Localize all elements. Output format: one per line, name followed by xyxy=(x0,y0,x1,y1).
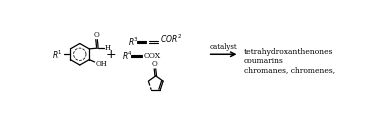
Text: +: + xyxy=(105,48,116,60)
Text: catalyst: catalyst xyxy=(210,43,237,51)
Text: $R^4$: $R^4$ xyxy=(122,49,133,62)
Text: H: H xyxy=(105,44,111,52)
Text: OH: OH xyxy=(95,59,107,67)
Text: chromanes, chromenes,: chromanes, chromenes, xyxy=(244,65,335,73)
Text: coumarins: coumarins xyxy=(244,56,284,64)
Text: $R^1$: $R^1$ xyxy=(52,48,63,60)
Text: tetrahydroxanthenones: tetrahydroxanthenones xyxy=(244,47,334,55)
Text: O: O xyxy=(94,31,100,39)
Text: COX: COX xyxy=(143,52,161,60)
Text: $COR^2$: $COR^2$ xyxy=(160,33,182,45)
Text: O: O xyxy=(152,59,158,67)
Text: $R^3$: $R^3$ xyxy=(128,36,139,48)
